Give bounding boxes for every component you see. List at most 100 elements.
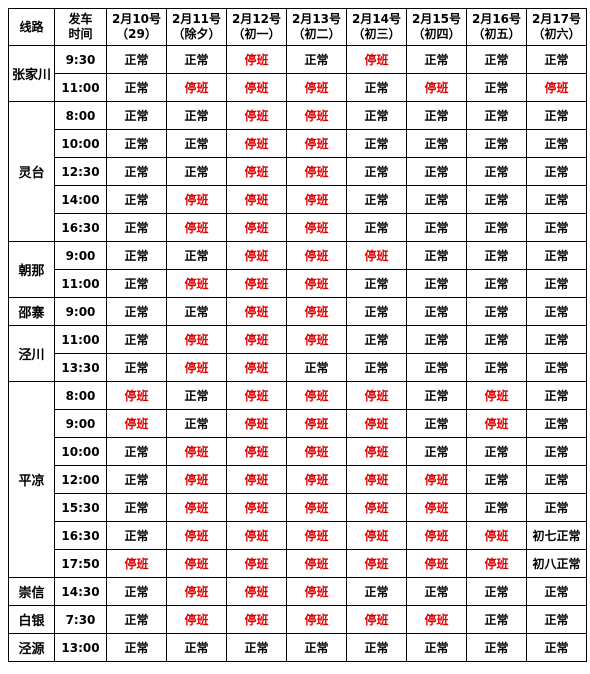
route-name: 灵台 xyxy=(8,101,55,242)
status-cell: 正常 xyxy=(106,185,167,214)
status-cell: 停班 xyxy=(166,213,227,242)
status-cell: 停班 xyxy=(166,269,227,298)
status-cell: 停班 xyxy=(166,605,227,634)
departure-time: 9:00 xyxy=(54,409,107,438)
status-cell: 正常 xyxy=(166,129,227,158)
status-cell: 正常 xyxy=(166,381,227,410)
status-cell: 停班 xyxy=(226,381,287,410)
table-row: 泾川 11:00 正常 停班 停班 停班 正常 正常 正常 正常 xyxy=(8,325,587,382)
status-cell: 停班 xyxy=(406,493,467,522)
status-cell: 停班 xyxy=(346,605,407,634)
status-cell: 正常 xyxy=(466,633,527,662)
status-cell: 停班 xyxy=(346,549,407,578)
status-cell: 停班 xyxy=(226,437,287,466)
status-cell: 停班 xyxy=(226,101,287,130)
status-cell: 正常 xyxy=(526,577,587,606)
status-cell: 正常 xyxy=(466,213,527,242)
day-date: 2月14号 xyxy=(351,12,402,26)
status-cell: 停班 xyxy=(226,409,287,438)
departure-time: 13:00 xyxy=(54,633,107,662)
status-cell: 正常 xyxy=(166,101,227,130)
status-cell: 停班 xyxy=(286,213,347,242)
status-cell: 正常 xyxy=(406,213,467,242)
status-cell: 正常 xyxy=(526,185,587,214)
table-row: 11:00 正常 停班 停班 停班 正常 停班 正常 停班 xyxy=(9,73,587,102)
departure-time: 8:00 xyxy=(54,101,107,130)
status-cell: 正常 xyxy=(466,493,527,522)
status-cell: 停班 xyxy=(106,549,167,578)
departure-time: 11:00 xyxy=(54,73,107,102)
status-cell: 停班 xyxy=(226,353,287,382)
status-cell: 正常 xyxy=(286,45,347,74)
day-date: 2月13号 xyxy=(291,12,342,26)
status-cell: 停班 xyxy=(466,409,527,438)
table-row: 10:00 正常 正常 停班 停班 正常 正常 正常 正常 xyxy=(9,129,587,158)
status-cell: 正常 xyxy=(526,437,587,466)
status-cell: 停班 xyxy=(106,381,167,410)
status-cell: 停班 xyxy=(106,409,167,438)
status-cell: 正常 xyxy=(406,633,467,662)
table-row: 9:00 停班 正常 停班 停班 停班 正常 停班 正常 xyxy=(9,409,587,438)
status-cell: 正常 xyxy=(406,101,467,130)
departure-time: 16:30 xyxy=(54,213,107,242)
status-cell: 停班 xyxy=(346,45,407,74)
status-cell: 停班 xyxy=(466,521,527,550)
departure-time: 14:00 xyxy=(54,185,107,214)
status-cell: 正常 xyxy=(106,269,167,298)
status-cell: 停班 xyxy=(286,129,347,158)
route-name: 泾川 xyxy=(8,325,55,382)
day-lunar: （除夕） xyxy=(172,27,221,41)
status-cell: 正常 xyxy=(226,633,287,662)
day-date: 2月17号 xyxy=(531,12,582,26)
status-cell: 正常 xyxy=(406,325,467,354)
status-cell: 正常 xyxy=(286,633,347,662)
table-row: 17:50 停班 停班 停班 停班 停班 停班 停班 初八正常 xyxy=(9,549,587,578)
status-cell: 停班 xyxy=(286,269,347,298)
status-cell: 正常 xyxy=(346,269,407,298)
status-cell: 正常 xyxy=(406,241,467,270)
status-cell: 正常 xyxy=(106,325,167,354)
status-cell: 正常 xyxy=(526,45,587,74)
status-cell: 正常 xyxy=(526,409,587,438)
status-cell: 停班 xyxy=(346,437,407,466)
status-cell: 停班 xyxy=(226,325,287,354)
status-cell: 正常 xyxy=(106,577,167,606)
route-name: 泾源 xyxy=(8,633,55,662)
status-cell: 正常 xyxy=(106,297,167,326)
status-cell: 正常 xyxy=(346,297,407,326)
status-cell: 停班 xyxy=(286,101,347,130)
status-cell: 正常 xyxy=(526,129,587,158)
status-cell: 正常 xyxy=(166,633,227,662)
day-lunar: （初一） xyxy=(232,27,281,41)
status-cell: 停班 xyxy=(286,437,347,466)
status-cell: 停班 xyxy=(166,549,227,578)
day-header: 2月13号 （初二） xyxy=(286,8,347,46)
status-cell: 正常 xyxy=(526,325,587,354)
status-cell: 正常 xyxy=(466,73,527,102)
status-cell: 正常 xyxy=(526,465,587,494)
table-row: 平凉 8:00 停班 正常 停班 停班 停班 正常 停班 正常 xyxy=(8,381,587,578)
departure-time: 11:00 xyxy=(54,325,107,354)
status-cell: 停班 xyxy=(466,549,527,578)
departure-time: 9:30 xyxy=(54,45,107,74)
status-cell: 正常 xyxy=(106,353,167,382)
status-cell: 正常 xyxy=(106,73,167,102)
departure-time: 12:30 xyxy=(54,157,107,186)
day-header: 2月17号 （初六） xyxy=(526,8,587,46)
status-cell: 停班 xyxy=(406,549,467,578)
status-cell: 正常 xyxy=(346,73,407,102)
departure-time: 12:00 xyxy=(54,465,107,494)
status-cell: 正常 xyxy=(346,185,407,214)
status-cell: 正常 xyxy=(526,633,587,662)
day-header: 2月14号 （初三） xyxy=(346,8,407,46)
status-cell: 正常 xyxy=(166,157,227,186)
status-cell: 停班 xyxy=(166,521,227,550)
route-name: 崇信 xyxy=(8,577,55,606)
status-cell: 停班 xyxy=(286,325,347,354)
status-cell: 正常 xyxy=(406,129,467,158)
status-cell: 正常 xyxy=(466,353,527,382)
status-cell: 正常 xyxy=(286,353,347,382)
status-cell: 正常 xyxy=(526,493,587,522)
time-header-line1: 发车 xyxy=(68,12,93,26)
status-cell: 正常 xyxy=(106,45,167,74)
